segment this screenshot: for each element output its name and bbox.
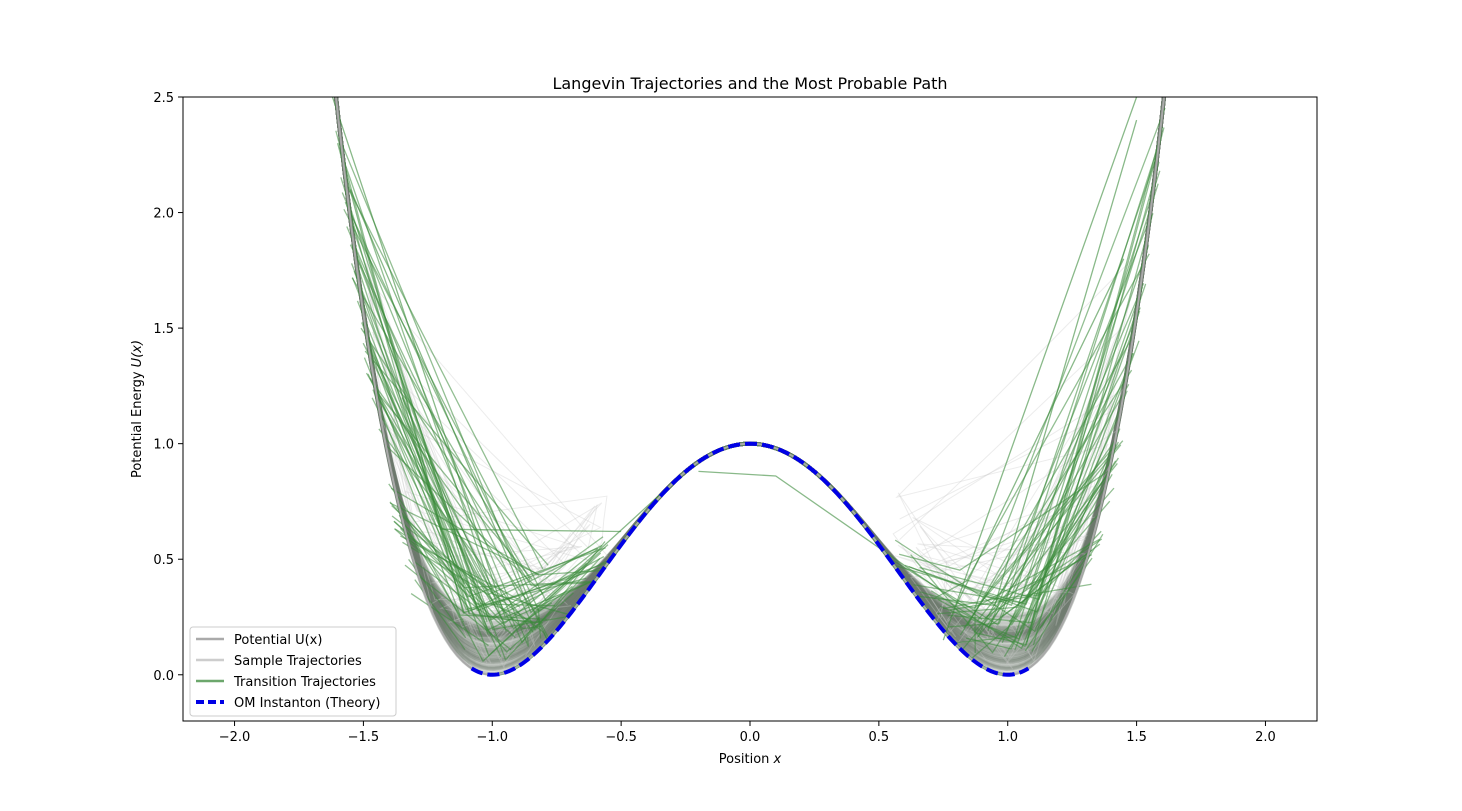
transition-trajectory [940,286,1143,640]
transition-trajectory [397,499,602,663]
y-axis-label-text: Potential Energy [130,367,145,478]
x-tick-label: 1.0 [997,730,1018,745]
transition-trajectory [331,97,596,618]
transition-trajectory [356,300,481,615]
legend-label: Sample Trajectories [234,654,362,669]
transition-trajectory [961,439,1116,651]
y-tick-label: 2.5 [153,91,174,106]
legend-label: Transition Trajectories [233,675,376,690]
transition-trajectory [895,245,1150,605]
transition-trajectory [372,389,547,620]
sample-trajectory [912,345,1126,619]
transition-trajectory [894,428,1121,633]
sample-trajectory [404,490,582,651]
legend-box [189,626,397,717]
transition-trajectory [1031,533,1104,652]
plot-layer [331,97,1167,677]
transition-trajectory [363,357,587,611]
x-axis-label: Position x [719,752,782,767]
sample-trajectory [912,473,1094,670]
transition-trajectory [948,282,1145,628]
x-tick-label: −0.5 [605,730,637,745]
x-tick-label: −2.0 [219,730,251,745]
legend: Potential U(x) Sample Trajectories Transit… [189,626,397,717]
transition-trajectory [337,143,622,533]
transition-trajectory [1001,307,1141,644]
transition-trajectory [1024,550,1091,652]
transition-trajectory [349,244,606,632]
transition-trajectory [393,520,485,607]
y-tick-label: 2.0 [153,207,174,222]
transition-trajectory [954,183,1159,644]
transition-trajectory [942,97,1138,641]
y-tick-label: 0.0 [153,669,174,684]
transition-trajectory [1025,487,1115,590]
transition-trajectory [950,530,1102,611]
x-tick-label: 2.0 [1255,730,1276,745]
transition-trajectory [390,487,540,576]
om-instanton-curve [470,441,1030,677]
transition-trajectory [363,330,465,585]
plot-area [183,97,1317,721]
x-tick-label: −1.0 [476,730,508,745]
transition-trajectory [343,179,544,570]
transition-trajectory [917,119,1138,607]
transition-trajectory [698,470,983,620]
transition-trajectory [374,392,533,623]
x-axis: −2.0 −1.5 −1.0 −0.5 0.0 0.5 1.0 1.5 2.0 [219,721,1276,745]
y-tick-label: 0.5 [153,553,174,568]
x-axis-label-var: x [773,752,782,767]
transition-trajectory [1003,473,1113,658]
transition-trajectory [974,107,1166,654]
transition-trajectory [391,505,542,630]
y-tick-label: 1.0 [153,438,174,453]
chart-title: Langevin Trajectories and the Most Proba… [552,74,947,93]
y-axis-label-var: U(x) [130,340,145,367]
x-axis-label-text: Position [719,752,774,767]
transition-trajectory [937,340,1140,648]
x-tick-label: 1.5 [1126,730,1147,745]
transition-trajectory [398,514,465,623]
transition-trajectory [341,192,529,647]
legend-label: OM Instanton (Theory) [234,696,380,711]
transition-trajectory [1027,310,1141,624]
transition-trajectory [399,527,574,653]
legend-label: Potential U(x) [234,633,322,648]
y-axis-label: Potential Energy U(x) [130,340,145,478]
transition-trajectory [366,344,553,630]
y-tick-label: 1.5 [153,322,174,337]
y-axis: 0.0 0.5 1.0 1.5 2.0 2.5 [153,91,183,684]
transition-trajectory [335,130,604,614]
transition-trajectory [410,593,489,647]
transition-trajectory [955,258,1125,606]
transition-trajectory [349,189,674,614]
transition-trajectory [913,500,1111,604]
transition-trajectory [393,528,516,639]
sample-trajectory [383,414,595,664]
x-tick-label: −1.5 [348,730,380,745]
transition-trajectory [340,177,609,612]
transition-trajectory [413,536,604,619]
sample-trajectory [392,417,602,664]
x-tick-label: 0.0 [740,730,761,745]
transition-trajectory [402,541,598,596]
x-tick-label: 0.5 [869,730,890,745]
transition-trajectory [401,397,570,616]
sample-trajectory [936,512,1091,659]
transition-trajectory [351,244,601,661]
